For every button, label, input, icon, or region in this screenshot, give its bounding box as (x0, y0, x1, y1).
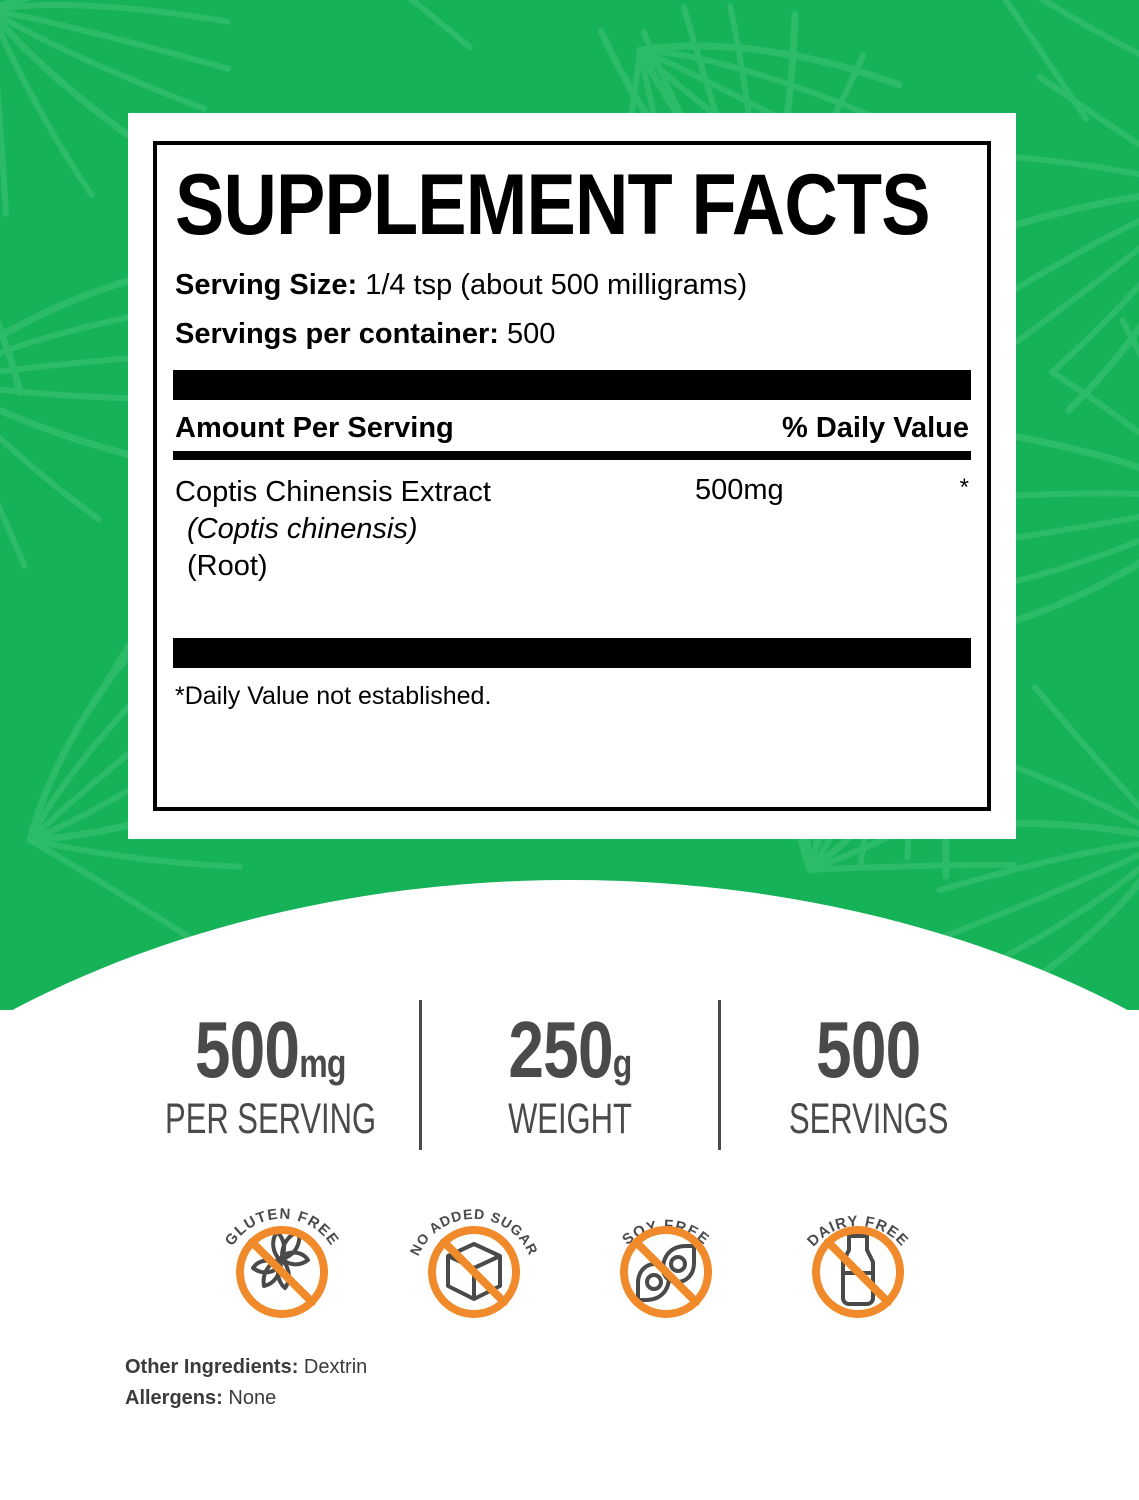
stat-unit: g (612, 1041, 632, 1086)
stat-value-per-serving: 500mg (195, 1009, 347, 1090)
divider-bar-thick-top (173, 369, 971, 400)
ingredient-amount: 500mg (695, 473, 784, 506)
product-stats-row: 500mg PER SERVING 250g WEIGHT 500 SERVIN… (0, 995, 1139, 1155)
stat-divider-2 (717, 1000, 721, 1150)
prohibition-slash (439, 1238, 508, 1306)
serving-size-value: 1/4 tsp (about 500 milligrams) (365, 269, 748, 302)
badge-dairy-free: DAIRY FREE (803, 1213, 910, 1318)
stat-number: 250 (507, 1004, 613, 1094)
other-ingredients-value: Dextrin (303, 1356, 368, 1378)
servings-per-container-value: 500 (507, 317, 556, 350)
servings-per-container-label: Servings per container: (175, 317, 499, 350)
stat-number: 500 (816, 1004, 921, 1094)
bottom-ingredient-info: Other Ingredients: Dextrin Allergens: No… (125, 1352, 367, 1414)
prohibition-slash (247, 1238, 316, 1306)
stat-servings: 500 SERVINGS (721, 1009, 1017, 1143)
badge-no-added-sugar: NO ADDED SUGAR (406, 1206, 540, 1318)
serving-size-label: Serving Size: (175, 269, 358, 302)
ingredient-amount-group: 500mg * (695, 474, 969, 624)
other-ingredients-label: Other Ingredients: (125, 1356, 299, 1378)
prohibition-slash (631, 1238, 700, 1306)
badge-soy-free: SOY FREE (619, 1217, 712, 1318)
allergens-label: Allergens: (125, 1387, 223, 1409)
column-header-amount: Amount Per Serving (175, 411, 454, 444)
table-row: Coptis Chinensis Extract (Coptis chinens… (173, 474, 971, 624)
stat-value-servings: 500 (816, 1009, 921, 1090)
supplement-facts-card: SUPPLEMENT FACTS Serving Size: 1/4 tsp (… (128, 113, 1016, 839)
page-title: SUPPLEMENT FACTS (175, 157, 931, 253)
column-header-daily-value: % Daily Value (782, 411, 969, 444)
prohibition-slash (823, 1238, 892, 1306)
stat-label-weight: WEIGHT (507, 1094, 632, 1143)
stat-number: 500 (195, 1004, 300, 1094)
stat-per-serving: 500mg PER SERVING (123, 1009, 419, 1143)
prohibition-circle (811, 1226, 904, 1318)
other-ingredients-line: Other Ingredients: Dextrin (125, 1352, 367, 1383)
divider-bar-mid (173, 450, 971, 460)
ingredient-daily-value: * (959, 473, 969, 501)
stat-weight: 250g WEIGHT (422, 1009, 718, 1143)
ingredient-scientific-name: (Coptis chinensis) (187, 512, 418, 545)
divider-bar-thick-bottom (173, 637, 971, 668)
allergens-line: Allergens: None (125, 1383, 367, 1414)
stat-label-per-serving: PER SERVING (164, 1094, 377, 1143)
allergens-value: None (228, 1387, 277, 1409)
daily-value-footnote: *Daily Value not established. (175, 681, 492, 710)
stat-divider-1 (418, 1000, 422, 1150)
ingredient-names: Coptis Chinensis Extract (Coptis chinens… (175, 474, 695, 624)
wheat-grain-icon (250, 1230, 310, 1290)
servings-per-container-line: Servings per container: 500 (175, 316, 971, 352)
ingredient-common-name: Coptis Chinensis Extract (175, 475, 491, 508)
prohibition-circle (427, 1226, 520, 1318)
prohibition-circle (619, 1226, 712, 1318)
stat-value-weight: 250g (508, 1009, 632, 1090)
supplement-facts-box: SUPPLEMENT FACTS Serving Size: 1/4 tsp (… (153, 141, 991, 811)
free-from-badges: GLUTEN FREE NO ADDED SUGAR SOY FREE (0, 1178, 1139, 1338)
ingredient-plant-part: (Root) (187, 549, 268, 582)
badge-gluten-free: GLUTEN FREE (221, 1205, 341, 1318)
serving-size-line: Serving Size: 1/4 tsp (about 500 milligr… (175, 267, 971, 303)
table-column-headers: Amount Per Serving % Daily Value (173, 412, 971, 445)
stat-label-servings: SERVINGS (788, 1094, 949, 1143)
prohibition-circle (235, 1226, 328, 1318)
stat-unit: mg (299, 1041, 346, 1086)
